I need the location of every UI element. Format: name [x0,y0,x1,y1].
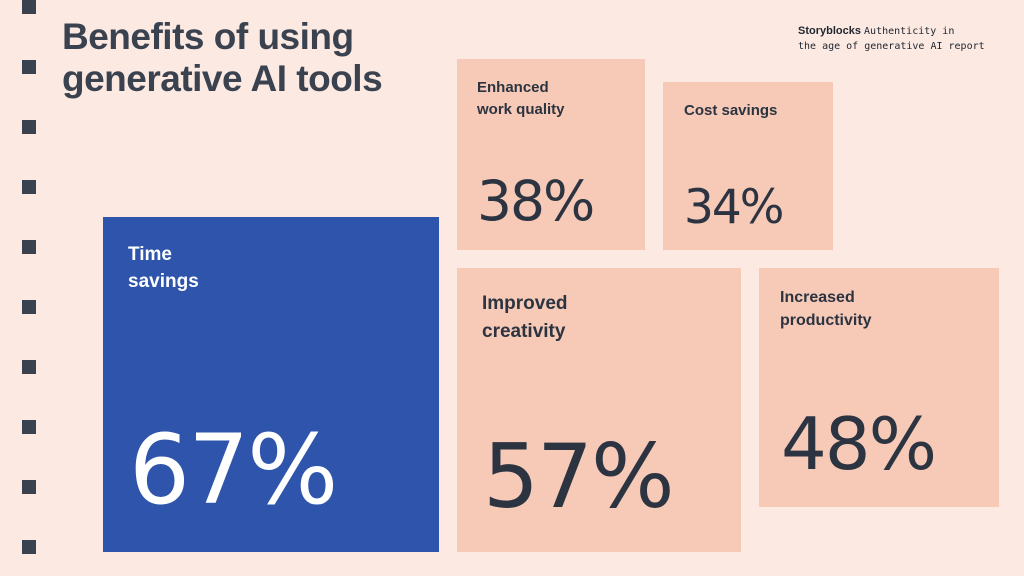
chart-title: Benefits of using generative AI tools [62,16,383,99]
stat-tile-increased-productivity: Increased productivity 48% [759,268,999,507]
stat-label-line: Improved [482,293,568,314]
decorative-square-icon [22,120,36,134]
stat-tile-improved-creativity: Improved creativity 57% [457,268,741,552]
stat-value: 67% [129,414,338,526]
stat-value: 48% [781,402,937,486]
stat-label: Time savings [128,241,199,295]
decorative-square-icon [22,480,36,494]
stat-tile-time-savings: Time savings 67% [103,217,439,552]
source-brand: Storyblocks [798,25,861,37]
stat-value: 57% [483,425,675,528]
decorative-square-icon [22,360,36,374]
stat-label-line: Cost savings [684,102,778,119]
decorative-square-icon [22,0,36,14]
source-report-line-1: Authenticity in [864,26,955,37]
stat-label-line: Enhanced [477,79,549,96]
stat-label-line: work quality [477,101,565,118]
decorative-square-icon [22,300,36,314]
stat-label: Improved creativity [482,290,568,346]
decorative-square-icon [22,240,36,254]
stat-label-line: productivity [780,312,872,329]
stat-label: Increased productivity [780,286,872,332]
stat-value: 38% [477,169,595,233]
stat-tile-enhanced-work-quality: Enhanced work quality 38% [457,59,645,250]
decorative-square-icon [22,540,36,554]
source-credit: Storyblocks Authenticity in the age of g… [798,24,985,54]
stat-label: Cost savings [684,100,777,122]
stat-label-line: creativity [482,321,566,342]
stat-tile-cost-savings: Cost savings 34% [663,82,833,250]
stat-value: 34% [684,180,784,235]
stat-label-line: savings [128,271,199,292]
source-report-line-2: the age of generative AI report [798,41,985,52]
decorative-square-icon [22,180,36,194]
stat-label: Enhanced work quality [477,77,565,121]
decorative-square-icon [22,420,36,434]
stat-label-line: Increased [780,289,855,306]
stat-label-line: Time [128,244,173,265]
decorative-square-icon [22,60,36,74]
